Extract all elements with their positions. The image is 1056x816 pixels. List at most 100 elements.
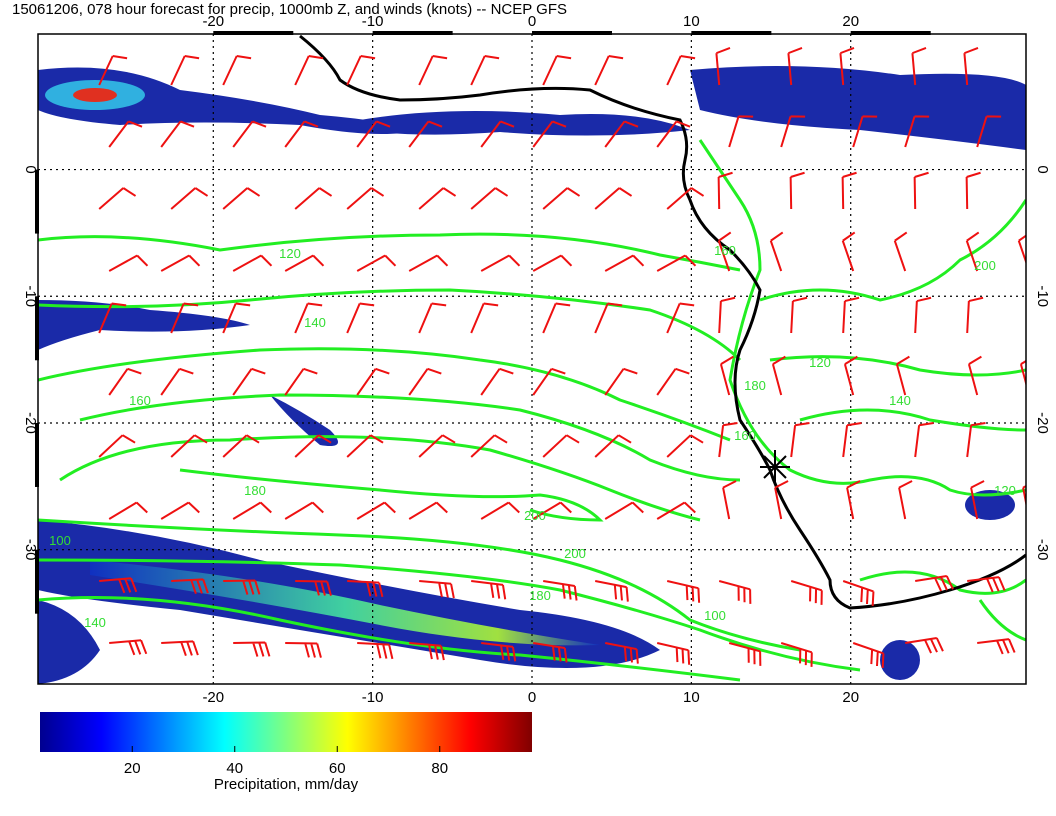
wind-barb	[769, 231, 784, 272]
wind-barb	[965, 171, 981, 210]
contour-label: 160	[129, 393, 151, 408]
wind-barb	[222, 55, 252, 86]
wind-barb	[790, 580, 823, 605]
wind-barb	[963, 46, 979, 86]
wind-barb	[532, 367, 566, 396]
contour-label: 180	[744, 378, 766, 393]
wind-barb	[893, 231, 908, 272]
wind-barb	[719, 355, 734, 396]
wind-barb	[170, 302, 199, 334]
lat-label-right: -10	[1034, 285, 1051, 307]
wind-barb	[357, 642, 394, 660]
wind-barb	[904, 115, 930, 148]
contour-label: 180	[529, 588, 551, 603]
wind-barb	[356, 254, 397, 272]
lon-label-bottom: 20	[842, 689, 859, 706]
wind-barb	[542, 55, 572, 86]
wind-barb	[294, 187, 333, 210]
wind-barb	[294, 302, 323, 334]
wind-barb	[656, 367, 690, 396]
wind-barb	[967, 701, 1004, 719]
wind-barb	[915, 699, 953, 718]
contour-label: 160	[714, 243, 736, 258]
wind-barb	[774, 480, 789, 520]
wind-barb	[1039, 702, 1056, 719]
wind-barb	[532, 254, 573, 272]
wind-barb	[160, 367, 194, 396]
wind-barb	[977, 638, 1016, 655]
wind-barb	[717, 231, 732, 272]
wind-barb	[970, 480, 985, 520]
wind-barb	[852, 642, 885, 669]
wind-barb	[98, 302, 127, 334]
wind-barb	[666, 434, 704, 458]
wind-barb	[843, 355, 858, 396]
wind-barb	[790, 421, 810, 458]
lon-label-top: -10	[362, 13, 384, 30]
wind-barb	[976, 115, 1002, 148]
lon-label-bottom: 10	[683, 689, 700, 706]
frame-tick	[213, 31, 294, 35]
lon-label-bottom: -20	[202, 689, 224, 706]
wind-barb	[408, 501, 448, 520]
wind-barb	[160, 501, 200, 520]
contour-labels: 120 140 160 180 200 100 120 140 160 180 200 120 140 1…	[49, 243, 1016, 630]
contour-label: 180	[244, 483, 266, 498]
wind-barb	[595, 580, 629, 602]
colorbar-tick-label: 40	[226, 760, 243, 777]
wind-barb	[170, 187, 209, 210]
map-layers: 1201401601802001001201401601802001201401…	[38, 34, 1056, 719]
wind-barb	[1039, 173, 1054, 209]
title: 15061206, 078 hour forecast for precip, …	[12, 1, 567, 18]
wind-barb	[98, 434, 136, 458]
wind-barb	[789, 171, 805, 210]
wind-barb	[418, 302, 447, 334]
wind-barb	[604, 120, 639, 148]
wind-barb	[284, 501, 324, 520]
lat-label-right: 0	[1034, 165, 1051, 173]
wind-barb	[160, 254, 201, 272]
wind-barb	[408, 120, 443, 148]
wind-barb	[605, 642, 639, 664]
lon-label-bottom: 0	[528, 689, 536, 706]
wind-barb	[108, 254, 149, 272]
lon-label-top: 20	[842, 13, 859, 30]
wind-barb	[171, 578, 209, 595]
lon-label-bottom: -10	[362, 689, 384, 706]
city-marker	[760, 450, 790, 484]
wind-barb	[284, 254, 325, 272]
lon-label-top: 10	[683, 13, 700, 30]
wind-barb	[604, 501, 644, 520]
wind-barbs	[98, 46, 1056, 719]
wind-barb	[532, 501, 572, 520]
contour-label: 200	[974, 258, 996, 273]
wind-barb	[1036, 48, 1053, 85]
wind-barb	[222, 434, 260, 458]
wind-barb	[233, 641, 271, 657]
wind-barb	[346, 434, 384, 458]
wind-barb	[294, 55, 324, 86]
wind-barb	[285, 642, 322, 658]
wind-barb	[356, 120, 391, 148]
wind-barb	[914, 296, 932, 334]
wind-barb	[294, 434, 332, 458]
wind-barb	[409, 642, 445, 661]
wind-barb	[346, 55, 376, 86]
frame-tick	[35, 422, 39, 487]
wind-barb	[109, 639, 148, 656]
wind-barb	[722, 480, 737, 520]
contour-label: 120	[994, 483, 1016, 498]
wind-barb	[170, 434, 208, 458]
wind-barb	[965, 231, 980, 272]
wind-barb	[543, 580, 578, 601]
wind-barb	[295, 580, 332, 596]
wind-barb	[1019, 355, 1026, 396]
wind-barb	[913, 171, 929, 210]
wind-barb	[346, 187, 385, 210]
wind-barb	[787, 46, 803, 86]
colorbar-tick-label: 80	[431, 760, 448, 777]
wind-barb	[966, 296, 984, 334]
wind-barb	[841, 231, 856, 272]
wind-barb	[967, 576, 1006, 593]
